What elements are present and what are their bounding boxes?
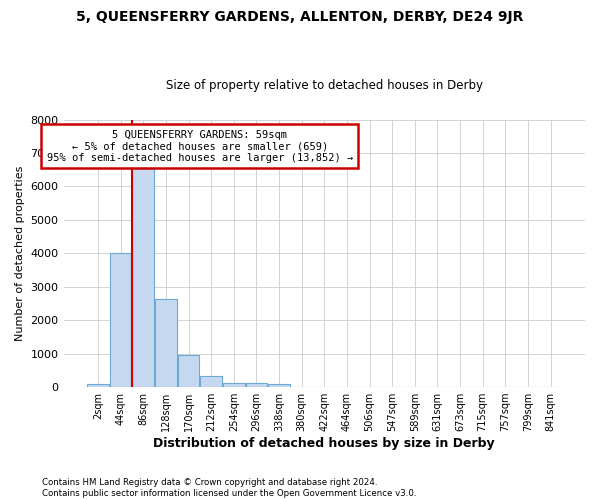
Title: Size of property relative to detached houses in Derby: Size of property relative to detached ho… xyxy=(166,79,483,92)
Bar xyxy=(223,382,245,387)
Bar xyxy=(155,300,176,387)
X-axis label: Distribution of detached houses by size in Derby: Distribution of detached houses by size … xyxy=(154,437,495,450)
Text: Contains HM Land Registry data © Crown copyright and database right 2024.
Contai: Contains HM Land Registry data © Crown c… xyxy=(42,478,416,498)
Bar xyxy=(178,356,199,387)
Bar xyxy=(245,383,267,387)
Bar xyxy=(200,376,222,387)
Bar xyxy=(110,254,131,387)
Text: 5 QUEENSFERRY GARDENS: 59sqm
← 5% of detached houses are smaller (659)
95% of se: 5 QUEENSFERRY GARDENS: 59sqm ← 5% of det… xyxy=(47,130,353,163)
Bar xyxy=(87,384,109,387)
Bar xyxy=(133,166,154,387)
Text: 5, QUEENSFERRY GARDENS, ALLENTON, DERBY, DE24 9JR: 5, QUEENSFERRY GARDENS, ALLENTON, DERBY,… xyxy=(76,10,524,24)
Y-axis label: Number of detached properties: Number of detached properties xyxy=(15,166,25,341)
Bar xyxy=(268,384,290,387)
